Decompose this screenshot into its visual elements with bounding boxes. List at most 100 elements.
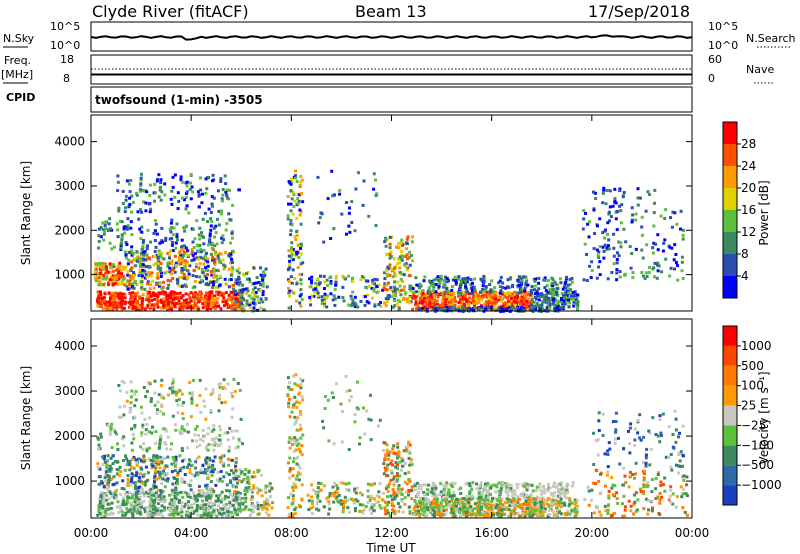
range-gate-cell bbox=[106, 488, 110, 492]
range-gate-cell bbox=[103, 267, 107, 271]
range-gate-cell bbox=[206, 509, 210, 513]
range-gate-cell bbox=[162, 427, 166, 431]
range-gate-cell bbox=[231, 436, 235, 440]
range-gate-cell bbox=[134, 481, 138, 484]
range-gate-cell bbox=[118, 264, 122, 268]
range-gate-cell bbox=[97, 234, 101, 238]
range-gate-cell bbox=[165, 464, 169, 468]
range-gate-cell bbox=[180, 392, 184, 396]
range-gate-cell bbox=[472, 285, 476, 289]
range-gate-cell bbox=[140, 303, 144, 307]
range-gate-cell bbox=[435, 302, 439, 306]
range-gate-cell bbox=[205, 456, 209, 460]
range-gate-cell bbox=[417, 307, 421, 311]
range-gate-cell bbox=[556, 287, 560, 291]
range-gate-cell bbox=[133, 404, 137, 408]
range-gate-cell bbox=[393, 280, 397, 284]
range-gate-cell bbox=[160, 504, 164, 508]
range-gate-cell bbox=[300, 272, 304, 276]
range-gate-cell bbox=[323, 295, 327, 299]
range-gate-cell bbox=[323, 280, 327, 284]
range-gate-cell bbox=[426, 295, 430, 299]
range-gate-cell bbox=[290, 388, 294, 392]
range-gate-cell bbox=[120, 233, 124, 237]
range-gate-cell bbox=[465, 300, 469, 304]
range-gate-cell bbox=[223, 431, 227, 435]
range-gate-cell bbox=[354, 491, 358, 495]
range-gate-cell bbox=[178, 498, 181, 502]
range-gate-cell bbox=[193, 285, 197, 289]
range-gate-cell bbox=[468, 307, 471, 311]
range-gate-cell bbox=[407, 274, 411, 278]
range-gate-cell bbox=[122, 459, 125, 463]
range-gate-cell bbox=[230, 298, 234, 302]
range-gate-cell bbox=[101, 463, 105, 467]
range-gate-cell bbox=[408, 301, 412, 305]
range-gate-cell bbox=[101, 506, 105, 510]
range-gate-cell bbox=[169, 279, 173, 283]
range-gate-cell bbox=[387, 482, 391, 486]
range-gate-cell bbox=[120, 237, 124, 241]
range-gate-cell bbox=[176, 473, 180, 477]
range-gate-cell bbox=[105, 268, 109, 272]
range-gate-cell bbox=[443, 275, 447, 279]
range-gate-cell bbox=[131, 282, 135, 286]
range-gate-cell bbox=[374, 224, 378, 227]
range-gate-cell bbox=[403, 502, 407, 506]
range-gate-cell bbox=[406, 257, 409, 261]
range-gate-cell bbox=[268, 489, 272, 493]
range-gate-cell bbox=[287, 266, 291, 270]
range-gate-cell bbox=[366, 501, 370, 504]
range-gate-cell bbox=[325, 278, 329, 282]
range-gate-cell bbox=[551, 284, 555, 288]
range-gate-cell bbox=[298, 193, 302, 197]
range-gate-cell bbox=[134, 398, 138, 402]
range-gate-cell bbox=[196, 266, 200, 270]
range-gate-cell bbox=[590, 260, 594, 264]
range-gate-cell bbox=[331, 492, 335, 496]
range-gate-cell bbox=[138, 268, 142, 272]
range-gate-cell bbox=[162, 297, 166, 301]
range-gate-cell bbox=[190, 250, 194, 254]
range-gate-cell bbox=[195, 445, 199, 449]
range-gate-cell bbox=[191, 227, 195, 231]
range-gate-cell bbox=[189, 291, 193, 295]
range-gate-cell bbox=[104, 220, 107, 224]
range-gate-cell bbox=[155, 497, 159, 501]
range-gate-cell bbox=[520, 295, 524, 298]
range-gate-cell bbox=[123, 296, 127, 300]
range-gate-cell bbox=[513, 290, 517, 294]
range-gate-cell bbox=[431, 505, 435, 509]
range-gate-cell bbox=[199, 514, 203, 518]
range-gate-cell bbox=[210, 301, 214, 305]
range-gate-cell bbox=[212, 226, 216, 230]
range-gate-cell bbox=[194, 291, 198, 295]
range-gate-cell bbox=[641, 274, 645, 278]
range-gate-cell bbox=[139, 178, 143, 182]
range-gate-cell bbox=[457, 294, 461, 298]
range-gate-cell bbox=[230, 270, 234, 274]
range-gate-cell bbox=[177, 199, 181, 203]
range-gate-cell bbox=[386, 463, 390, 467]
range-gate-cell bbox=[389, 494, 393, 498]
range-gate-cell bbox=[680, 260, 684, 264]
range-gate-cell bbox=[93, 272, 97, 276]
range-gate-cell bbox=[142, 442, 146, 446]
range-gate-cell bbox=[364, 505, 368, 509]
range-gate-cell bbox=[330, 169, 334, 173]
range-gate-cell bbox=[135, 463, 139, 467]
range-gate-cell bbox=[251, 288, 255, 292]
range-gate-cell bbox=[219, 456, 223, 460]
range-gate-cell bbox=[130, 194, 134, 198]
range-gate-cell bbox=[126, 495, 130, 499]
range-gate-cell bbox=[171, 233, 175, 237]
range-gate-cell bbox=[396, 502, 400, 505]
range-gate-cell bbox=[388, 263, 392, 267]
range-gate-cell bbox=[333, 297, 337, 301]
range-gate-cell bbox=[158, 473, 162, 477]
range-gate-cell bbox=[139, 257, 143, 261]
range-gate-cell bbox=[234, 300, 238, 304]
range-gate-cell bbox=[102, 296, 106, 300]
range-gate-cell bbox=[444, 299, 448, 303]
range-gate-cell bbox=[264, 511, 268, 515]
